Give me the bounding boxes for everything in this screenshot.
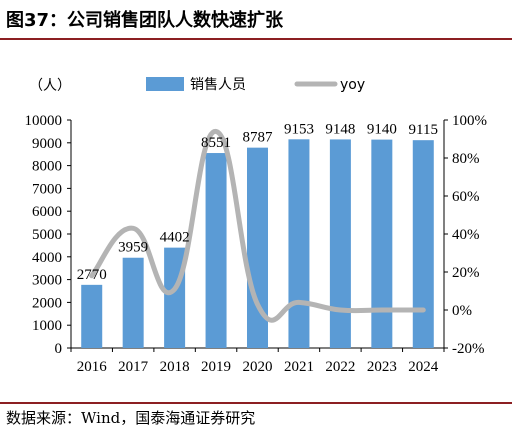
source-divider (0, 402, 512, 404)
left-tick-label: 10000 (25, 113, 63, 129)
left-tick-label: 3000 (32, 273, 62, 289)
x-tick-label: 2019 (201, 359, 231, 375)
x-tick-label: 2020 (243, 359, 273, 375)
chart: 0 1000 2000 3000 4000 5000 6000 7000 8000 9000 100… (25, 77, 488, 375)
data-labels: 2770 3959 4402 8551 8787 9153 9148 9140 9115 (77, 121, 438, 283)
bar-value-label: 2770 (77, 267, 107, 283)
right-tick-label: 60% (452, 189, 480, 205)
left-tick-label: 7000 (32, 181, 62, 197)
x-tick-label: 2023 (367, 359, 397, 375)
y-axis-unit: （人） (29, 78, 71, 94)
bar (81, 284, 103, 348)
left-tick-label: 2000 (32, 295, 62, 311)
x-tick-label: 2017 (118, 359, 149, 375)
right-tick-label: -20% (452, 341, 485, 357)
bar-value-label: 9148 (325, 121, 355, 137)
x-tick-label: 2018 (160, 359, 190, 375)
title-divider (0, 38, 512, 40)
bar (205, 153, 227, 348)
legend-label-bar: 销售人员 (190, 77, 246, 93)
bar (288, 139, 310, 348)
right-tick-label: 40% (452, 227, 480, 243)
bar (412, 140, 434, 348)
figure-title: 图37：公司销售团队人数快速扩张 (6, 10, 284, 31)
x-tick-label: 2016 (77, 359, 108, 375)
x-tick-label: 2024 (408, 359, 439, 375)
bar-value-label: 9153 (284, 121, 314, 137)
bar-value-label: 9140 (367, 122, 397, 138)
legend-label-line: yoy (340, 77, 365, 93)
x-tick-label: 2021 (284, 359, 314, 375)
right-tick-label: 0% (452, 303, 472, 319)
line-series (89, 128, 426, 323)
left-tick-label: 8000 (32, 159, 62, 175)
bar (122, 257, 144, 348)
bar-value-label: 4402 (160, 230, 190, 246)
chart-axes: 0 1000 2000 3000 4000 5000 6000 7000 8000 9000 100… (25, 78, 488, 375)
left-tick-label: 1000 (32, 318, 62, 334)
yoy-line (89, 128, 426, 323)
bar (371, 139, 393, 348)
left-tick-label: 6000 (32, 204, 62, 220)
left-tick-label: 5000 (32, 227, 62, 243)
x-tick-label: 2022 (325, 359, 355, 375)
left-tick-label: 0 (55, 341, 63, 357)
bar-value-label: 8551 (201, 135, 231, 151)
bar-value-label: 3959 (118, 240, 148, 256)
legend: 销售人员 yoy (146, 77, 365, 93)
bar (329, 139, 351, 348)
left-tick-label: 9000 (32, 136, 62, 152)
bar-series (81, 139, 434, 348)
right-tick-label: 20% (452, 265, 480, 281)
bar-value-label: 9115 (409, 122, 438, 138)
left-tick-label: 4000 (32, 250, 62, 266)
bar-value-label: 8787 (243, 130, 274, 146)
source-note: 数据来源：Wind，国泰海通证券研究 (6, 409, 256, 427)
legend-swatch-bar (146, 77, 184, 91)
right-tick-label: 80% (452, 151, 480, 167)
right-tick-label: 100% (452, 113, 487, 129)
